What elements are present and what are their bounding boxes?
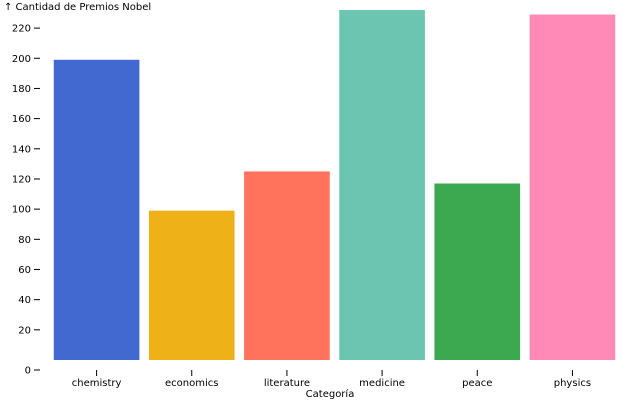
x-axis: chemistry economics literature medicine peac…	[72, 370, 591, 389]
y-tick-label: 220	[12, 24, 31, 35]
x-tick-label-physics: physics	[554, 378, 591, 389]
x-tick-label-chemistry: chemistry	[72, 378, 122, 389]
bar-medicine[interactable]	[339, 10, 425, 360]
y-tick-label: 200	[12, 54, 31, 65]
y-axis-title: ↑ Cantidad de Premios Nobel	[4, 2, 151, 13]
y-tick-label: 160	[12, 114, 31, 125]
y-tick-label: 40	[18, 295, 31, 306]
x-tick-label-economics: economics	[165, 378, 218, 389]
bar-peace[interactable]	[434, 183, 521, 360]
x-tick-label-literature: literature	[264, 378, 310, 389]
y-tick-label: 80	[18, 235, 31, 246]
bar-economics[interactable]	[148, 210, 235, 360]
y-axis: 0 20 40 60 80 100 120 140 160 180 200 220	[12, 24, 40, 377]
y-tick-label: 100	[12, 205, 31, 216]
bar-chemistry[interactable]	[53, 59, 140, 360]
y-tick-label: 0	[25, 366, 31, 377]
y-tick-label: 20	[18, 325, 31, 336]
bar-literature[interactable]	[244, 171, 330, 360]
y-tick-label: 60	[18, 265, 31, 276]
y-tick-label: 180	[12, 84, 31, 95]
bars-group	[53, 10, 616, 361]
y-tick-label: 120	[12, 174, 31, 185]
y-tick-label: 140	[12, 144, 31, 155]
x-tick-label-medicine: medicine	[359, 378, 405, 389]
x-tick-label-peace: peace	[462, 378, 492, 389]
x-axis-title: Categoría	[306, 388, 355, 400]
bar-physics[interactable]	[529, 14, 616, 361]
